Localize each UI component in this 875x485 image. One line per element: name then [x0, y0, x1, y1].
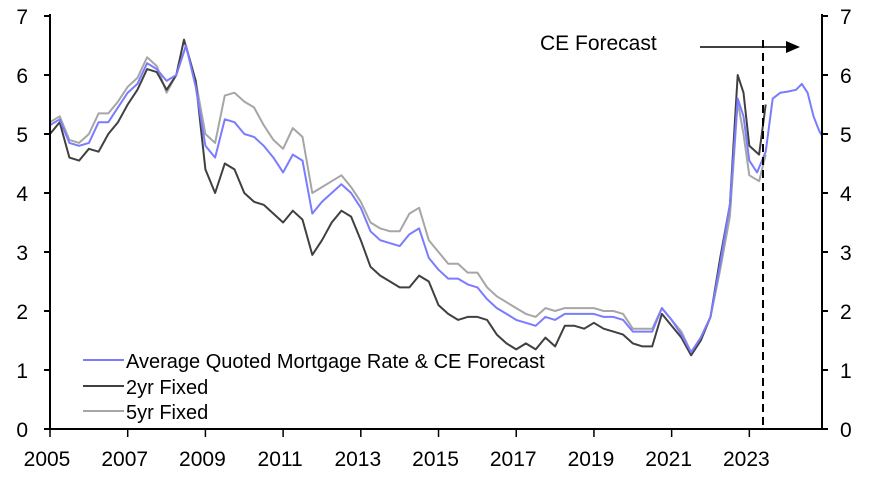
x-tick-label: 2015 [412, 448, 459, 471]
left-y-tick-label: 3 [16, 242, 28, 265]
series-line-1 [49, 38, 767, 357]
axis-layer: 0 0 1 1 2 2 3 3 4 4 5 5 6 6 7 7 2005 2007 2009 2011 2013 2015… [16, 6, 852, 471]
left-y-tick-label: 6 [16, 65, 28, 88]
left-y-tick-label: 1 [16, 360, 28, 383]
legend: Average Quoted Mortgage Rate & CE Foreca… [83, 351, 545, 424]
left-y-tick-label: 7 [16, 6, 28, 29]
right-y-tick-label: 5 [840, 124, 852, 147]
right-y-tick-label: 3 [840, 242, 852, 265]
left-y-tick-label: 0 [16, 419, 28, 442]
forecast-annotation: CE Forecast [540, 32, 657, 55]
x-tick-label: 2013 [334, 448, 381, 471]
legend-label-average: Average Quoted Mortgage Rate & CE Foreca… [126, 351, 545, 373]
right-y-tick-label: 2 [840, 301, 852, 324]
x-tick-label: 2011 [258, 448, 303, 471]
left-y-tick-label: 4 [16, 183, 28, 206]
series-line-2 [49, 44, 767, 354]
x-tick-label: 2005 [24, 448, 71, 471]
x-tick-label: 2009 [179, 448, 226, 471]
x-tick-label: 2021 [645, 448, 692, 471]
series-line-0 [49, 44, 823, 354]
right-y-tick-label: 7 [840, 6, 852, 29]
x-tick-label: 2019 [568, 448, 615, 471]
legend-label-5yr: 5yr Fixed [126, 402, 208, 424]
right-y-tick-label: 6 [840, 65, 852, 88]
left-y-tick-label: 2 [16, 301, 28, 324]
right-y-tick-label: 4 [840, 183, 852, 206]
x-tick-label: 2017 [490, 448, 537, 471]
right-y-tick-label: 1 [840, 360, 852, 383]
series-layer [49, 38, 823, 357]
right-y-tick-label: 0 [840, 419, 852, 442]
x-tick-label: 2023 [723, 448, 770, 471]
left-y-tick-label: 5 [16, 124, 28, 147]
legend-label-2yr: 2yr Fixed [126, 377, 208, 399]
x-tick-label: 2007 [101, 448, 148, 471]
forecast-arrow-head [786, 41, 800, 53]
